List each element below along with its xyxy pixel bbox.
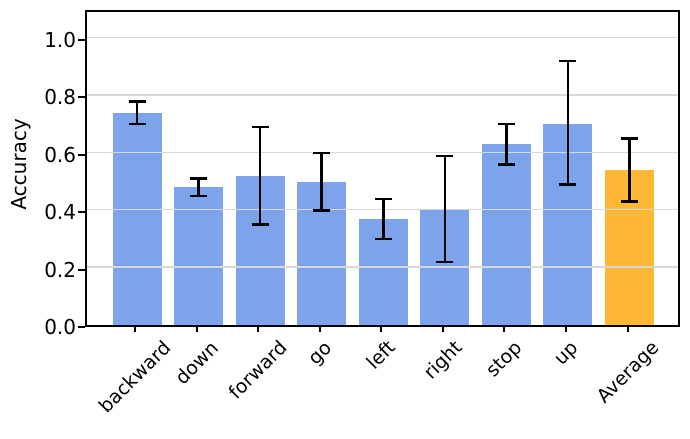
error-cap-top-up	[559, 59, 577, 63]
error-cap-bottom-up	[559, 183, 577, 186]
error-cap-bottom-down	[190, 194, 208, 198]
x-tick-label-average: Average	[592, 336, 663, 408]
y-tick-mark	[78, 153, 85, 156]
error-cap-top-backward	[128, 100, 146, 103]
error-cap-bottom-go	[313, 209, 331, 212]
y-tick-mark	[78, 96, 85, 99]
y-tick-mark	[78, 39, 85, 42]
bar-backward	[112, 112, 162, 325]
y-tick-mark	[78, 211, 85, 214]
error-cap-bottom-right	[436, 260, 454, 264]
error-cap-top-right	[436, 154, 454, 157]
x-tick-mark	[441, 327, 444, 332]
error-bar-backward	[135, 101, 139, 125]
error-cap-top-forward	[251, 125, 269, 129]
y-tick-label: 0.0	[44, 315, 76, 339]
gridline	[87, 266, 678, 268]
error-cap-top-down	[190, 177, 208, 180]
x-tick-mark	[380, 327, 383, 332]
error-bar-Average	[628, 138, 631, 202]
x-tick-mark	[195, 327, 198, 332]
error-bar-go	[320, 152, 323, 211]
error-cap-bottom-forward	[251, 223, 269, 226]
x-tick-mark	[257, 327, 260, 332]
gridline	[87, 94, 678, 96]
x-tick-mark	[503, 327, 506, 332]
error-bar-forward	[258, 127, 262, 225]
x-tick-label-backward: backward	[94, 336, 176, 418]
error-bar-down	[197, 178, 200, 196]
x-tick-label-left: left	[362, 336, 400, 375]
error-bar-up	[566, 61, 570, 185]
bar-down	[174, 187, 224, 325]
x-tick-label-down: down	[170, 336, 223, 389]
x-tick-label-up: up	[549, 336, 583, 370]
bars-layer	[87, 12, 678, 325]
error-cap-top-Average	[621, 137, 639, 140]
gridline	[87, 151, 678, 153]
x-tick-label-forward: forward	[224, 336, 292, 404]
error-bars-layer	[87, 12, 678, 325]
y-tick-label: 0.2	[44, 257, 76, 282]
gridline	[87, 36, 678, 39]
error-bar-left	[382, 198, 385, 239]
x-tick-mark	[318, 327, 321, 332]
x-tick-label-right: right	[419, 336, 467, 384]
error-cap-bottom-backward	[128, 122, 146, 126]
y-tick-label: 0.8	[44, 85, 76, 110]
error-cap-bottom-left	[374, 237, 392, 241]
x-tick-label-go: go	[303, 336, 336, 370]
x-tick-mark	[134, 327, 136, 332]
y-tick-mark	[78, 268, 85, 271]
error-cap-top-stop	[497, 122, 515, 126]
y-tick-mark	[78, 326, 85, 328]
x-tick-mark	[564, 327, 567, 332]
error-bar-right	[443, 155, 447, 262]
y-tick-label: 1.0	[44, 28, 76, 53]
error-cap-bottom-stop	[497, 163, 515, 166]
error-cap-top-go	[313, 151, 331, 155]
x-tick-mark	[626, 327, 629, 332]
x-tick-label-stop: stop	[482, 336, 527, 382]
error-cap-top-left	[374, 197, 392, 201]
plot-area	[85, 10, 680, 327]
error-cap-bottom-Average	[621, 200, 639, 203]
error-bar-stop	[505, 124, 508, 165]
bar-stop	[481, 144, 531, 325]
y-tick-label: 0.6	[44, 142, 76, 167]
y-tick-label: 0.4	[44, 200, 76, 225]
